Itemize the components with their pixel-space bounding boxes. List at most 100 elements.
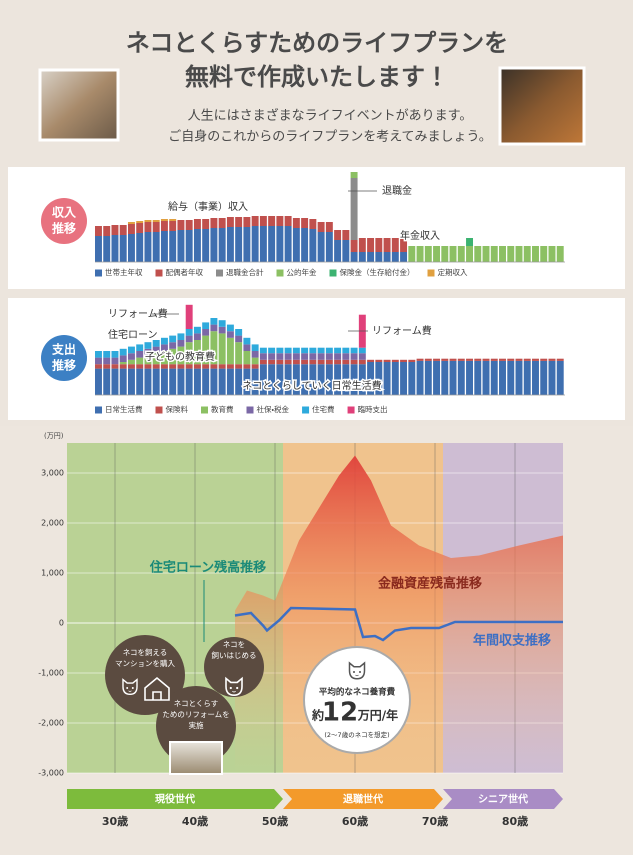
bar-segment: [556, 358, 564, 361]
bar-segment: [127, 224, 135, 234]
bar-segment: [317, 232, 325, 262]
subtitle-line: 人生にはさまざまなライフイベントがあります。: [188, 108, 473, 124]
bar-segment: [416, 358, 424, 361]
bar-segment: [226, 364, 234, 369]
bar-segment: [268, 347, 276, 354]
x-tick-label: 70歳: [422, 814, 448, 828]
bar-segment: [276, 216, 284, 226]
bar-segment: [301, 364, 309, 395]
bar-segment: [499, 246, 506, 262]
bar-segment: [251, 344, 259, 351]
bar-segment: [325, 364, 333, 395]
bar-segment: [482, 358, 490, 361]
bar-segment: [358, 364, 366, 395]
bar-segment: [301, 218, 309, 228]
annotation: 住宅ローン: [108, 328, 158, 341]
bar-segment: [243, 337, 251, 345]
bar-segment: [276, 353, 284, 360]
y-tick-label: 3,000: [41, 469, 64, 478]
bar-segment: [292, 353, 300, 360]
bar-segment: [202, 364, 210, 369]
bar-segment: [317, 353, 325, 360]
photo: [38, 68, 120, 142]
x-tick-label: 60歳: [342, 814, 368, 828]
bar-segment: [127, 353, 135, 360]
house-icon: [144, 676, 170, 701]
cat-mouth: [232, 690, 236, 693]
bar-segment: [169, 364, 177, 369]
bar-segment: [235, 368, 243, 395]
bar-segment: [144, 222, 152, 232]
legend-label: 配偶者年収: [166, 267, 204, 277]
cost-prefix: 約: [311, 708, 324, 723]
bar-segment: [177, 340, 185, 347]
bar-segment: [160, 221, 168, 231]
bar-segment: [424, 246, 432, 262]
bar-segment: [202, 322, 210, 329]
callout-circle: [204, 637, 264, 697]
bar-segment: [218, 333, 226, 365]
bar-segment: [548, 360, 556, 395]
bar-segment: [507, 358, 515, 361]
bar-segment: [350, 364, 358, 395]
legend-label: 世帯主年収: [105, 267, 143, 277]
bar-segment: [160, 344, 168, 351]
bar-segment: [499, 358, 506, 361]
bar-segment: [127, 368, 135, 395]
bar-segment: [358, 252, 366, 262]
legend-swatch: [427, 269, 435, 277]
bar-segment: [144, 220, 152, 222]
cost-unit: 万円/年: [357, 708, 398, 723]
bar-segment: [325, 222, 333, 232]
bar-segment: [144, 368, 152, 395]
bar-segment: [210, 318, 218, 325]
bar-segment: [136, 351, 144, 358]
bar-segment: [490, 246, 498, 262]
bar-segment: [111, 235, 119, 262]
y-tick-label: -3,000: [38, 769, 64, 778]
subtitle-line: ご自身のこれからのライフプランを考えてみましょう。: [168, 129, 492, 145]
bar-segment: [136, 368, 144, 395]
bar-segment: [152, 340, 160, 347]
bar-segment: [226, 331, 234, 338]
legend-label: 臨時支出: [358, 404, 388, 414]
bar-segment: [309, 347, 317, 354]
bar-segment: [160, 219, 168, 221]
callout-circle: [105, 635, 185, 715]
bar-segment: [334, 364, 342, 395]
bar-segment: [515, 246, 523, 262]
bar-segment: [416, 360, 424, 395]
bar-segment: [317, 364, 325, 395]
bar-segment: [210, 324, 218, 332]
income-panel: [8, 167, 625, 289]
bar-segment: [334, 359, 342, 365]
bar-segment: [218, 364, 226, 369]
bar-segment: [350, 359, 358, 365]
bar-segment: [375, 359, 383, 362]
bar-segment: [160, 351, 168, 365]
series-label: 金融資産残高推移: [378, 576, 482, 592]
bar-segment: [235, 329, 243, 336]
bar-segment: [119, 364, 127, 369]
bar-segment: [375, 362, 383, 395]
bar-segment: [449, 358, 457, 361]
bar-segment: [243, 364, 251, 369]
bar-segment: [127, 364, 135, 369]
bar-segment: [160, 368, 168, 395]
bar-segment: [251, 368, 259, 395]
bar-segment: [259, 226, 267, 262]
bar-segment: [144, 342, 152, 349]
bar-segment: [540, 358, 548, 361]
bar-segment: [457, 358, 465, 361]
bar-segment: [358, 353, 366, 360]
bar-segment: [177, 220, 185, 230]
bar-segment: [334, 353, 342, 360]
annotation: 給与（事業）収入: [168, 200, 248, 213]
bar-segment: [540, 360, 548, 395]
bar-segment: [268, 364, 276, 395]
bar-segment: [474, 246, 482, 262]
bar-segment: [185, 368, 193, 395]
bar-segment: [169, 221, 177, 231]
